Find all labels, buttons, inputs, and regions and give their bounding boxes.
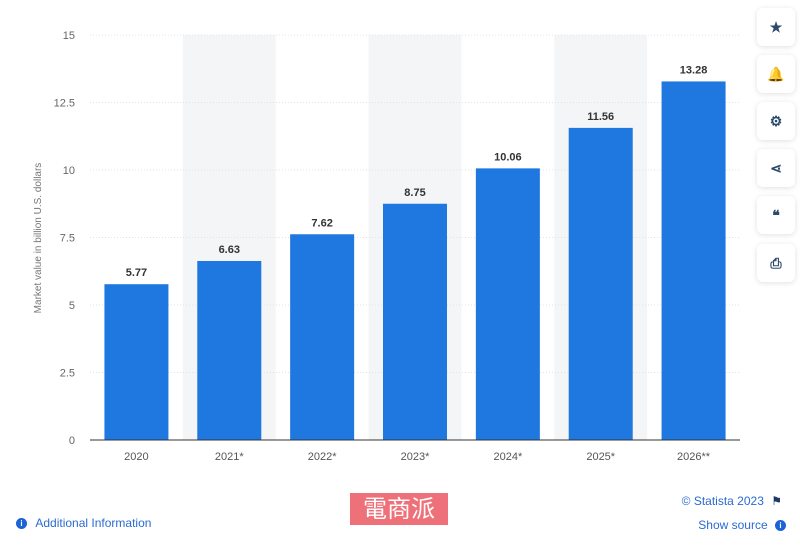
data-label: 7.62	[311, 217, 332, 229]
quote-icon[interactable]: ❝	[757, 196, 795, 234]
print-icon[interactable]: ⎙	[757, 244, 795, 282]
star-icon[interactable]: ★	[757, 8, 795, 46]
additional-information-link[interactable]: i Additional Information	[16, 516, 151, 530]
show-source-link[interactable]: Show source i	[698, 518, 786, 532]
copyright-label: © Statista 2023	[681, 494, 764, 508]
additional-information-label: Additional Information	[35, 516, 152, 530]
x-tick-label: 2022*	[308, 451, 337, 463]
data-label: 13.28	[680, 64, 708, 76]
info-icon: i	[775, 520, 786, 532]
x-tick-label: 2024*	[493, 451, 522, 463]
bar	[661, 81, 726, 440]
copyright[interactable]: © Statista 2023 ⚑	[682, 494, 782, 508]
y-tick-label: 5	[69, 300, 75, 312]
y-tick-label: 12.5	[54, 98, 75, 110]
y-tick-label: 15	[63, 30, 75, 42]
bar	[475, 168, 540, 440]
data-label: 8.75	[404, 187, 425, 199]
x-tick-label: 2020	[124, 451, 148, 463]
share-icon[interactable]: ⋖	[757, 149, 795, 187]
bar	[104, 284, 169, 440]
bar	[383, 203, 447, 440]
y-tick-label: 10	[63, 165, 75, 177]
bell-icon[interactable]: 🔔	[757, 55, 795, 93]
y-tick-label: 2.5	[60, 368, 75, 380]
data-label: 6.63	[219, 244, 240, 256]
data-label: 5.77	[126, 267, 147, 279]
bar	[197, 260, 262, 440]
x-tick-label: 2021*	[215, 451, 244, 463]
data-label: 10.06	[494, 151, 522, 163]
y-tick-label: 0	[69, 435, 75, 447]
y-tick-label: 7.5	[60, 233, 75, 245]
bar-chart: 0 2.5 5 7.5 10 12.5 15 Market value in billion …	[33, 30, 740, 463]
flag-icon: ⚑	[771, 494, 782, 508]
watermark-logo: 電商派	[350, 493, 448, 525]
x-tick-label: 2025*	[586, 451, 615, 463]
info-icon: i	[16, 518, 27, 530]
x-tick-label: 2026**	[677, 451, 711, 463]
y-axis-label: Market value in billion U.S. dollars	[33, 163, 44, 314]
x-tick-label: 2023*	[401, 451, 430, 463]
show-source-label: Show source	[698, 518, 768, 532]
bar	[290, 234, 355, 440]
data-label: 11.56	[587, 111, 614, 123]
bar	[568, 127, 633, 440]
gear-icon[interactable]: ⚙	[757, 102, 795, 140]
